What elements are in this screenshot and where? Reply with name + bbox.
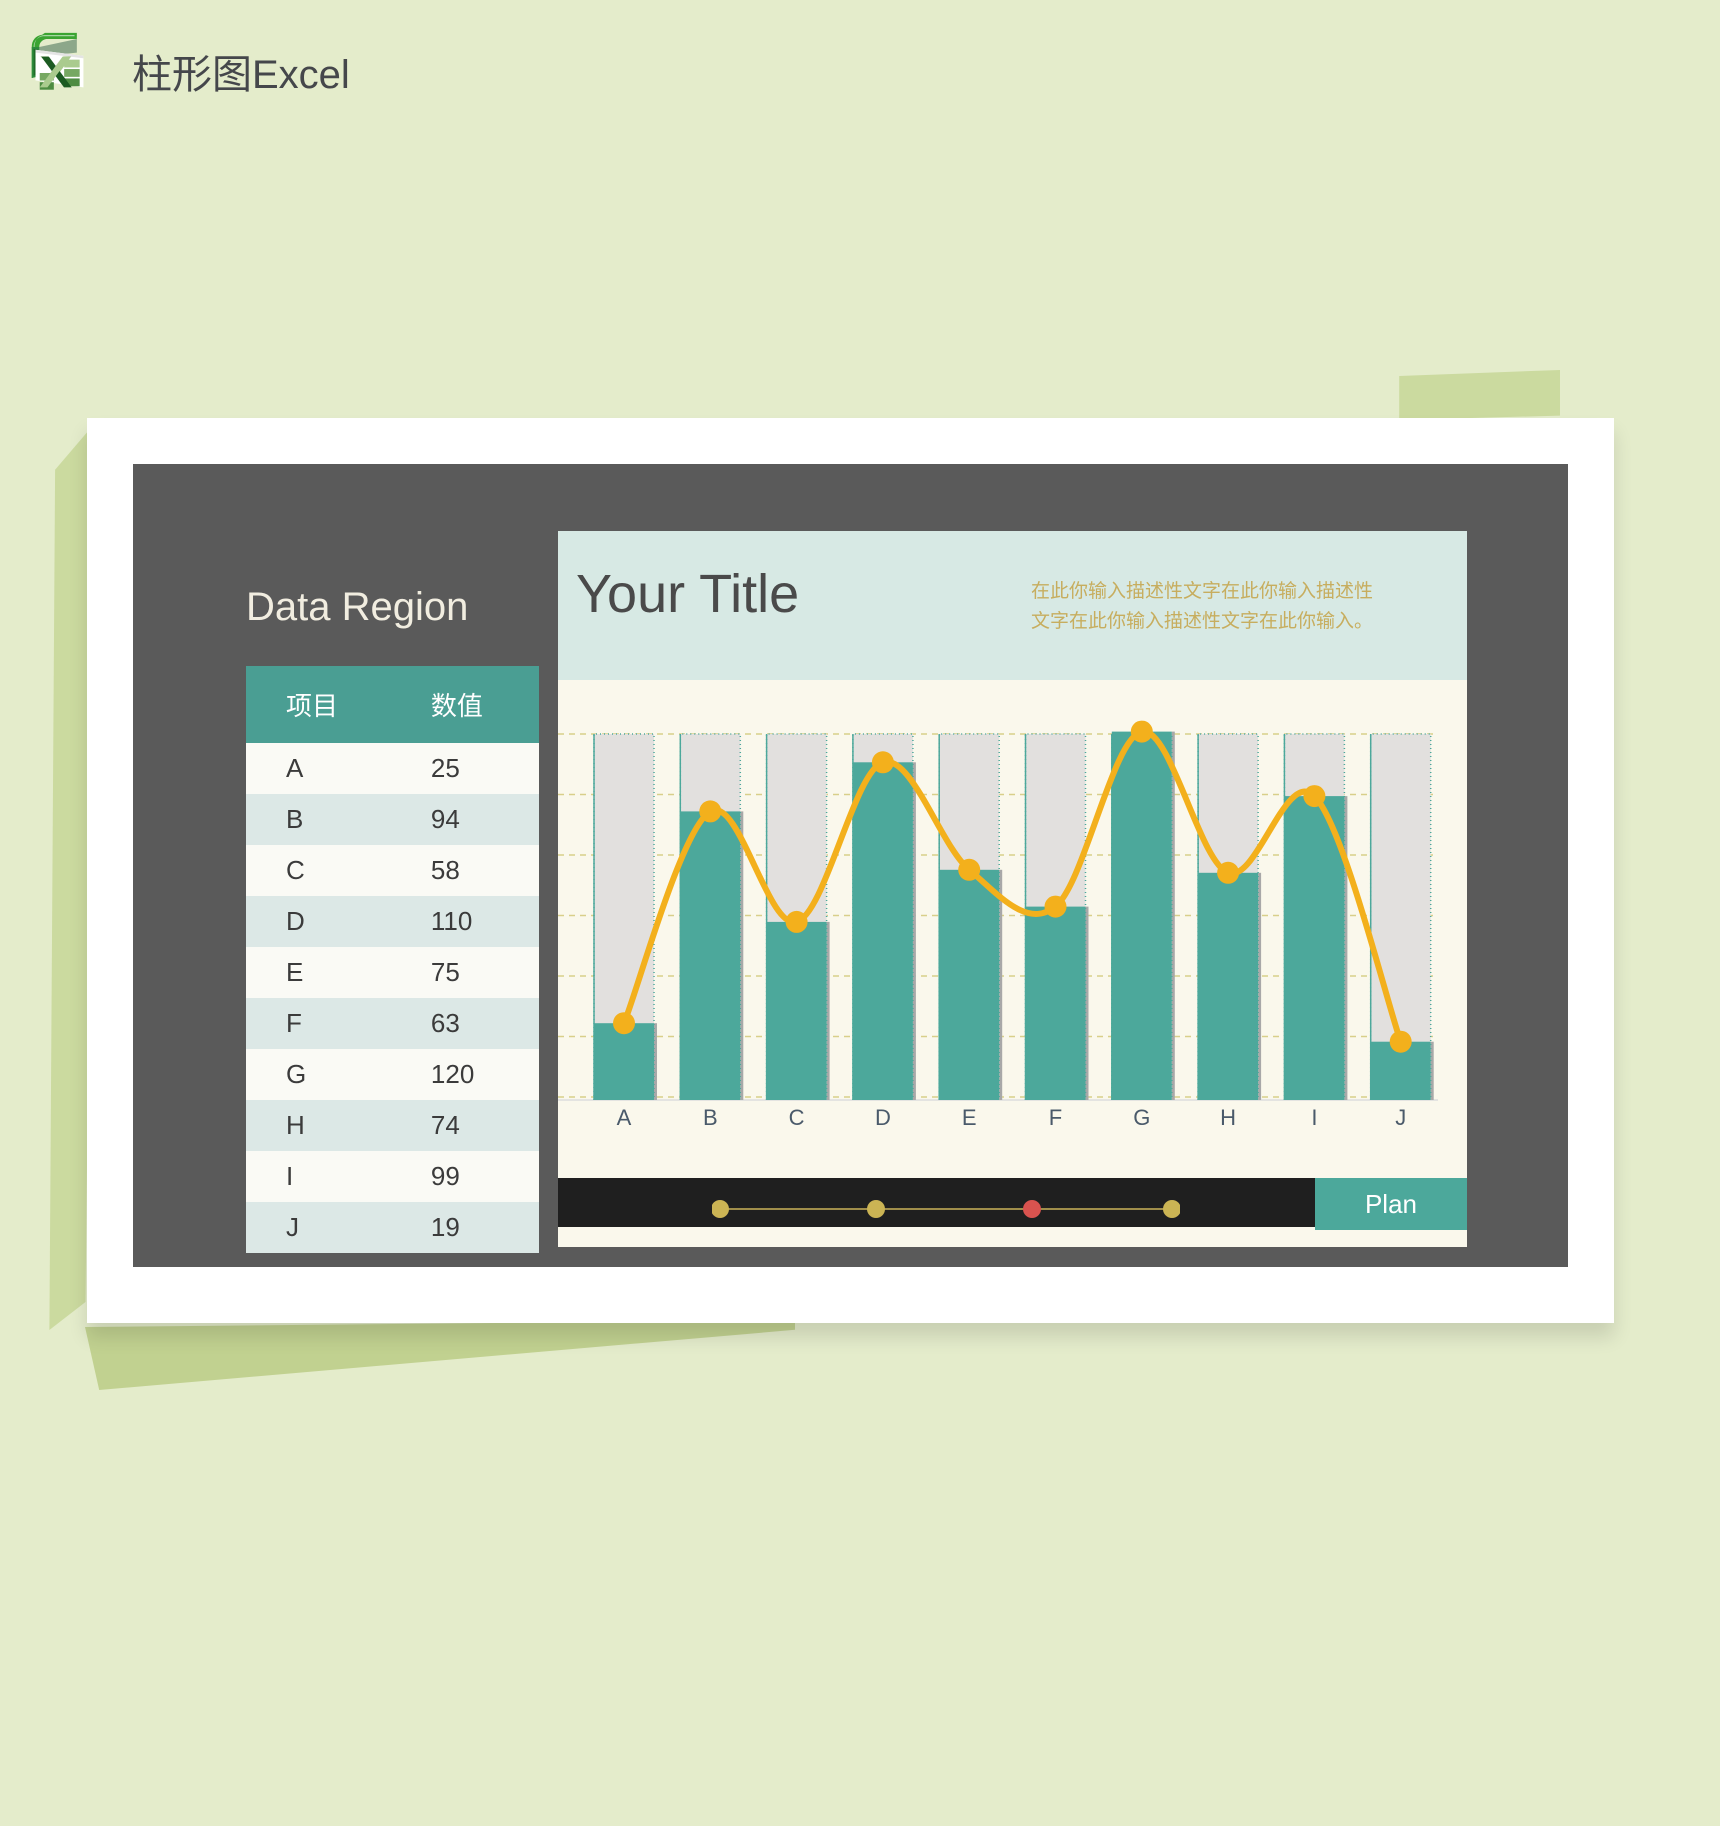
svg-text:E: E: [962, 1105, 977, 1130]
svg-text:B: B: [703, 1105, 718, 1130]
svg-text:J: J: [1395, 1105, 1406, 1130]
svg-text:G: G: [1133, 1105, 1150, 1130]
svg-text:I: I: [1311, 1105, 1317, 1130]
svg-text:A: A: [617, 1105, 632, 1130]
svg-text:C: C: [789, 1105, 805, 1130]
svg-text:F: F: [1049, 1105, 1062, 1130]
svg-text:D: D: [875, 1105, 891, 1130]
svg-text:H: H: [1220, 1105, 1236, 1130]
